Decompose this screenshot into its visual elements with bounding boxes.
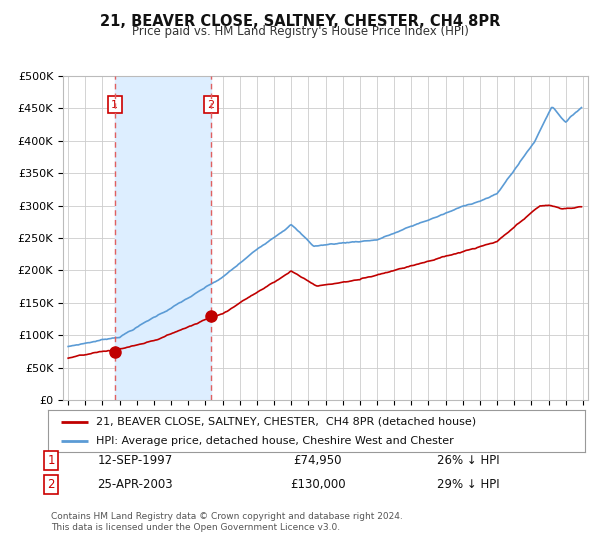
Text: 2: 2 [208, 100, 214, 110]
Text: 2: 2 [47, 478, 55, 491]
Text: Price paid vs. HM Land Registry's House Price Index (HPI): Price paid vs. HM Land Registry's House … [131, 25, 469, 38]
Text: 1: 1 [112, 100, 118, 110]
Text: 21, BEAVER CLOSE, SALTNEY, CHESTER, CH4 8PR: 21, BEAVER CLOSE, SALTNEY, CHESTER, CH4 … [100, 14, 500, 29]
Text: £130,000: £130,000 [290, 478, 346, 491]
Text: This data is licensed under the Open Government Licence v3.0.: This data is licensed under the Open Gov… [51, 523, 340, 532]
Text: 26% ↓ HPI: 26% ↓ HPI [437, 454, 499, 467]
Text: 25-APR-2003: 25-APR-2003 [97, 478, 173, 491]
Text: HPI: Average price, detached house, Cheshire West and Chester: HPI: Average price, detached house, Ches… [97, 436, 454, 446]
Text: 29% ↓ HPI: 29% ↓ HPI [437, 478, 499, 491]
Text: £74,950: £74,950 [294, 454, 342, 467]
Text: 1: 1 [47, 454, 55, 467]
Text: Contains HM Land Registry data © Crown copyright and database right 2024.: Contains HM Land Registry data © Crown c… [51, 512, 403, 521]
Text: 21, BEAVER CLOSE, SALTNEY, CHESTER,  CH4 8PR (detached house): 21, BEAVER CLOSE, SALTNEY, CHESTER, CH4 … [97, 417, 476, 427]
Text: 12-SEP-1997: 12-SEP-1997 [97, 454, 173, 467]
Bar [115, 76, 211, 400]
